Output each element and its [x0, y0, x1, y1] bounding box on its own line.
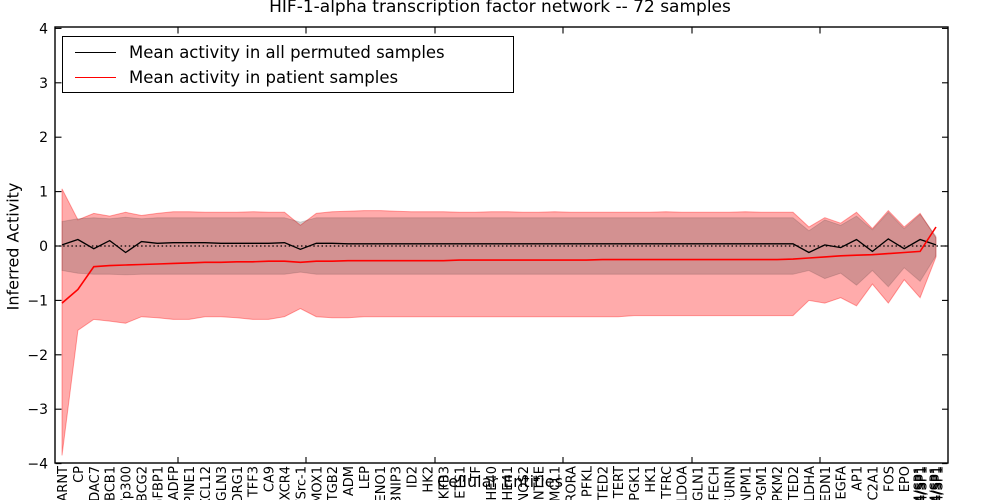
x-category-label: BHLHE41 — [501, 466, 516, 500]
x-category-label: AP1 — [851, 466, 866, 491]
x-category-label: TFRC — [660, 466, 675, 500]
legend-item: Mean activity in patient samples — [63, 65, 513, 89]
x-category-label: SLC2A1 — [866, 466, 881, 500]
y-tick-label: 0 — [39, 239, 48, 255]
x-category-label: ADM — [342, 466, 357, 496]
legend-line-swatch — [75, 76, 116, 78]
y-tick-label: −2 — [27, 348, 48, 364]
x-category-label: NT5E — [533, 466, 548, 500]
x-category-label: HMOX1 — [310, 466, 325, 500]
x-category-label: EGLN1 — [692, 466, 707, 500]
x-category-label: BNIP3 — [390, 466, 405, 500]
y-tick-label: 2 — [39, 130, 48, 146]
x-category-label: CITED2 — [596, 466, 611, 500]
y-axis-label: Inferred Activity — [3, 182, 23, 311]
x-category-label: PFKL — [580, 465, 595, 497]
x-category-label: HIF1A/ARNT/Cbp/p300/SMAD4/SP1 — [930, 466, 945, 500]
y-tick-label: 1 — [39, 185, 48, 201]
x-category-label: NOS2 — [517, 466, 532, 500]
x-category-label: HIF1A/ARNT/Cbp/p300/SMAD4/SP1 — [932, 466, 947, 500]
legend-line-swatch — [75, 51, 116, 53]
y-tick-label: −1 — [27, 293, 48, 309]
x-category-label: HIF1A/ARNT/Cbp/p300 — [120, 466, 135, 500]
legend-label: Mean activity in all permuted samples — [129, 42, 445, 62]
chart-title: HIF-1-alpha transcription factor network… — [269, 0, 731, 17]
x-category-label: MCL1 — [549, 466, 564, 500]
x-category-label: FECH — [708, 466, 723, 500]
y-tick-label: 4 — [39, 21, 48, 37]
x-category-label: Cbp/p300/CITED2 — [787, 466, 802, 500]
x-category-label: HK1 — [644, 466, 659, 493]
y-tick-label: 3 — [39, 76, 48, 92]
patient-std-band — [61, 188, 937, 456]
legend-item: Mean activity in all permuted samples — [63, 40, 513, 64]
x-category-label: HIF1A/ARNT/Cbp/p300/Src-1 — [294, 466, 309, 500]
x-category-label: LEP — [358, 466, 373, 489]
x-category-label: EPO — [898, 466, 913, 492]
x-category-label: CXCL12 — [199, 466, 214, 500]
x-category-label: ABCB1 — [104, 466, 119, 500]
x-axis-label: Cellular Entities — [437, 472, 563, 491]
x-category-label: PGM1 — [755, 466, 770, 500]
axes-spines — [54, 26, 949, 464]
x-category-label: HIF1A/ARNT/Cbp/p300/HDAC7 — [88, 466, 103, 500]
x-category-label: HIF1A/ARNT/Cbp/p300/SMAD4/SP1 — [928, 466, 943, 500]
permuted-mean-line — [61, 238, 937, 254]
x-category-label: CP — [72, 466, 87, 483]
x-category-label: HIF1A/ARNT/Cbp/p300/SMAD4/SP1 — [913, 466, 928, 500]
x-category-label: TFF3 — [247, 466, 262, 498]
x-category-label: PGK1 — [628, 466, 643, 500]
x-category-label: ITGB2 — [326, 466, 341, 500]
x-category-label: IGFBP1 — [151, 466, 166, 500]
x-category-label: ETS1 — [453, 466, 468, 499]
x-category-label: EDN1 — [819, 466, 834, 500]
x-category-label: BHLHE40 — [485, 466, 500, 500]
x-category-label: HIF1A/ARNT/Cbp/p300/SMAD4/SP1 — [914, 466, 929, 500]
x-category-label: FURIN — [723, 466, 738, 500]
x-category-label: SERPINE1 — [183, 466, 198, 500]
x-category-label: ADFP — [167, 466, 182, 500]
permuted-std-band — [61, 211, 937, 288]
x-category-label: RORA — [565, 466, 580, 500]
x-category-label: VEGFA — [835, 466, 850, 500]
x-category-label: ALDOA — [676, 466, 691, 500]
x-category-label: CA9 — [263, 466, 278, 492]
x-category-label: NPM1 — [739, 466, 754, 500]
patient-mean-line — [61, 226, 937, 304]
x-category-label: HK2 — [421, 466, 436, 493]
x-category-label: TF — [469, 466, 484, 482]
x-category-label: EGLN3 — [215, 466, 230, 500]
x-category-label: ENO1 — [374, 466, 389, 500]
x-category-label: ID2 — [406, 466, 421, 488]
x-category-label: PKM2 — [771, 466, 786, 500]
x-category-label: FOS — [882, 466, 897, 492]
legend-label: Mean activity in patient samples — [129, 67, 399, 87]
x-category-label: LDHA — [803, 466, 818, 500]
x-category-label: NDRG1 — [231, 466, 246, 500]
y-tick-label: −3 — [27, 402, 48, 418]
x-category-label: HIF1A/ARNT/Cbp/p300/SMAD4/SP1 — [916, 466, 931, 500]
legend: Mean activity in all permuted samples Mea… — [62, 36, 514, 93]
y-tick-label: −4 — [27, 457, 48, 473]
x-category-label: PFKFB3 — [437, 466, 452, 500]
x-category-label: HIF1A/ARNT — [56, 466, 71, 500]
x-category-label: CXCR4 — [278, 466, 293, 500]
x-category-label: ABCG2 — [135, 466, 150, 500]
x-category-label: TERT — [612, 466, 627, 499]
